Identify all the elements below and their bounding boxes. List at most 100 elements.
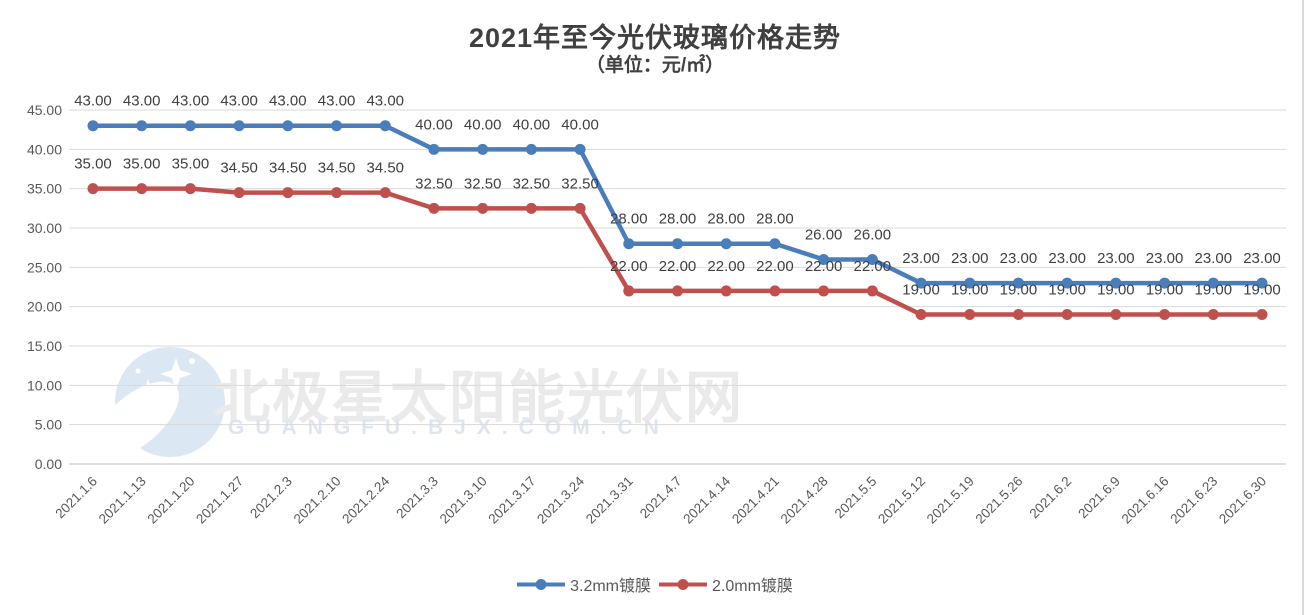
data-point-s1	[233, 120, 245, 132]
data-label-s1: 23.00	[902, 250, 940, 267]
data-point-s1	[1159, 277, 1171, 289]
data-label-s1: 23.00	[1195, 250, 1233, 267]
data-point-s1	[574, 143, 586, 155]
x-tick-label: 2021.3.17	[485, 474, 538, 527]
data-label-s1: 23.00	[951, 250, 989, 267]
data-label-s2: 35.00	[123, 156, 161, 173]
data-point-s2	[623, 285, 635, 297]
y-tick-label: 20.00	[27, 299, 62, 315]
data-point-s2	[184, 183, 196, 195]
star-icon	[139, 379, 157, 397]
data-point-s1	[672, 238, 683, 250]
data-label-s1: 43.00	[318, 93, 356, 110]
data-label-s2: 19.00	[1195, 282, 1233, 299]
x-tick-label: 2021.6.2	[1027, 474, 1075, 522]
data-point-s2	[282, 187, 294, 199]
data-point-s2	[1012, 309, 1024, 321]
x-tick-label: 2021.2.24	[339, 473, 392, 526]
data-label-s2: 19.00	[1146, 282, 1184, 299]
data-point-s2	[477, 202, 489, 214]
y-tick-label: 10.00	[27, 377, 62, 393]
y-tick-label: 40.00	[27, 141, 62, 157]
data-label-s1: 43.00	[366, 93, 404, 110]
data-label-s2: 22.00	[756, 258, 794, 275]
data-label-s2: 19.00	[1048, 282, 1086, 299]
data-point-s2	[574, 202, 586, 214]
chart-title: 2021年至今光伏玻璃价格走势	[468, 23, 842, 53]
legend-label: 3.2mm镀膜	[570, 578, 651, 595]
legend-label: 2.0mm镀膜	[712, 578, 793, 595]
data-point-s2	[915, 309, 927, 321]
data-point-s1	[1207, 277, 1219, 289]
bjx-watermark-logo-icon	[108, 347, 225, 459]
data-point-s2	[1207, 309, 1219, 321]
data-label-s2: 19.00	[1097, 282, 1135, 299]
data-label-s2: 19.00	[902, 282, 940, 299]
x-tick-label: 2021.4.14	[680, 473, 733, 526]
data-label-s2: 19.00	[1243, 282, 1281, 299]
legend: 3.2mm镀膜 2.0mm镀膜	[0, 572, 1310, 596]
data-point-s2	[818, 285, 830, 297]
data-label-s1: 23.00	[1146, 250, 1184, 267]
data-point-s1	[866, 253, 878, 265]
x-tick-label: 2021.5.5	[832, 474, 880, 522]
x-tick-label: 2021.3.31	[583, 474, 636, 527]
data-point-s1	[964, 277, 976, 289]
data-label-s2: 32.50	[415, 175, 453, 192]
data-point-s2	[1110, 309, 1122, 321]
data-point-s2	[964, 309, 976, 321]
data-label-s2: 35.00	[172, 156, 210, 173]
x-tick-label: 2021.6.30	[1216, 474, 1269, 527]
x-tick-label: 2021.2.10	[291, 474, 344, 527]
data-point-s1	[623, 238, 635, 250]
data-point-s1	[136, 120, 148, 132]
star-icon	[160, 358, 192, 390]
data-label-s1: 28.00	[707, 211, 745, 228]
y-tick-label: 5.00	[35, 417, 62, 433]
x-tick-label: 2021.4.21	[729, 474, 782, 527]
data-label-s1: 28.00	[659, 211, 697, 228]
data-point-s1	[428, 143, 440, 155]
data-label-s1: 23.00	[1000, 250, 1038, 267]
x-tick-label: 2021.5.12	[875, 474, 928, 527]
data-point-s1	[1256, 277, 1268, 289]
data-point-s1	[525, 143, 537, 155]
data-label-s2: 19.00	[951, 282, 989, 299]
y-tick-label: 15.00	[27, 338, 62, 354]
data-label-s2: 22.00	[610, 258, 648, 275]
data-label-s2: 34.50	[220, 160, 258, 177]
data-label-s1: 43.00	[269, 93, 307, 110]
data-label-s1: 40.00	[513, 116, 551, 133]
x-tick-label: 2021.1.27	[193, 474, 246, 527]
data-label-s1: 28.00	[610, 211, 648, 228]
y-tick-label: 0.00	[35, 456, 62, 472]
data-point-s2	[866, 285, 878, 297]
data-label-s2: 22.00	[805, 258, 843, 275]
data-point-s1	[1061, 277, 1073, 289]
data-label-s1: 23.00	[1097, 250, 1135, 267]
data-point-s2	[1159, 309, 1171, 321]
data-point-s2	[769, 285, 781, 297]
x-tick-label: 2021.5.19	[924, 474, 977, 527]
x-tick-label: 2021.3.3	[393, 474, 441, 522]
data-label-s2: 34.50	[269, 160, 307, 177]
y-tick-label: 30.00	[27, 220, 62, 236]
x-tick-label: 2021.1.13	[96, 474, 149, 527]
data-label-s2: 35.00	[74, 156, 112, 173]
x-tick-label: 2021.3.10	[437, 474, 490, 527]
data-label-s2: 34.50	[318, 160, 356, 177]
data-label-s1: 40.00	[464, 116, 502, 133]
watermark-text-latin: GUANGFU.BJX.COM.CN	[228, 416, 670, 439]
legend-line-marker-icon	[659, 578, 707, 590]
data-point-s1	[331, 120, 343, 132]
data-label-s1: 26.00	[805, 226, 843, 243]
data-label-s2: 32.50	[561, 175, 599, 192]
data-point-s1	[379, 120, 391, 132]
legend-item-series2: 2.0mm镀膜	[659, 572, 793, 596]
data-point-s2	[87, 183, 99, 195]
screenshot-border	[1302, 0, 1304, 615]
x-tick-label: 2021.6.9	[1075, 474, 1123, 522]
data-label-s2: 22.00	[659, 258, 697, 275]
